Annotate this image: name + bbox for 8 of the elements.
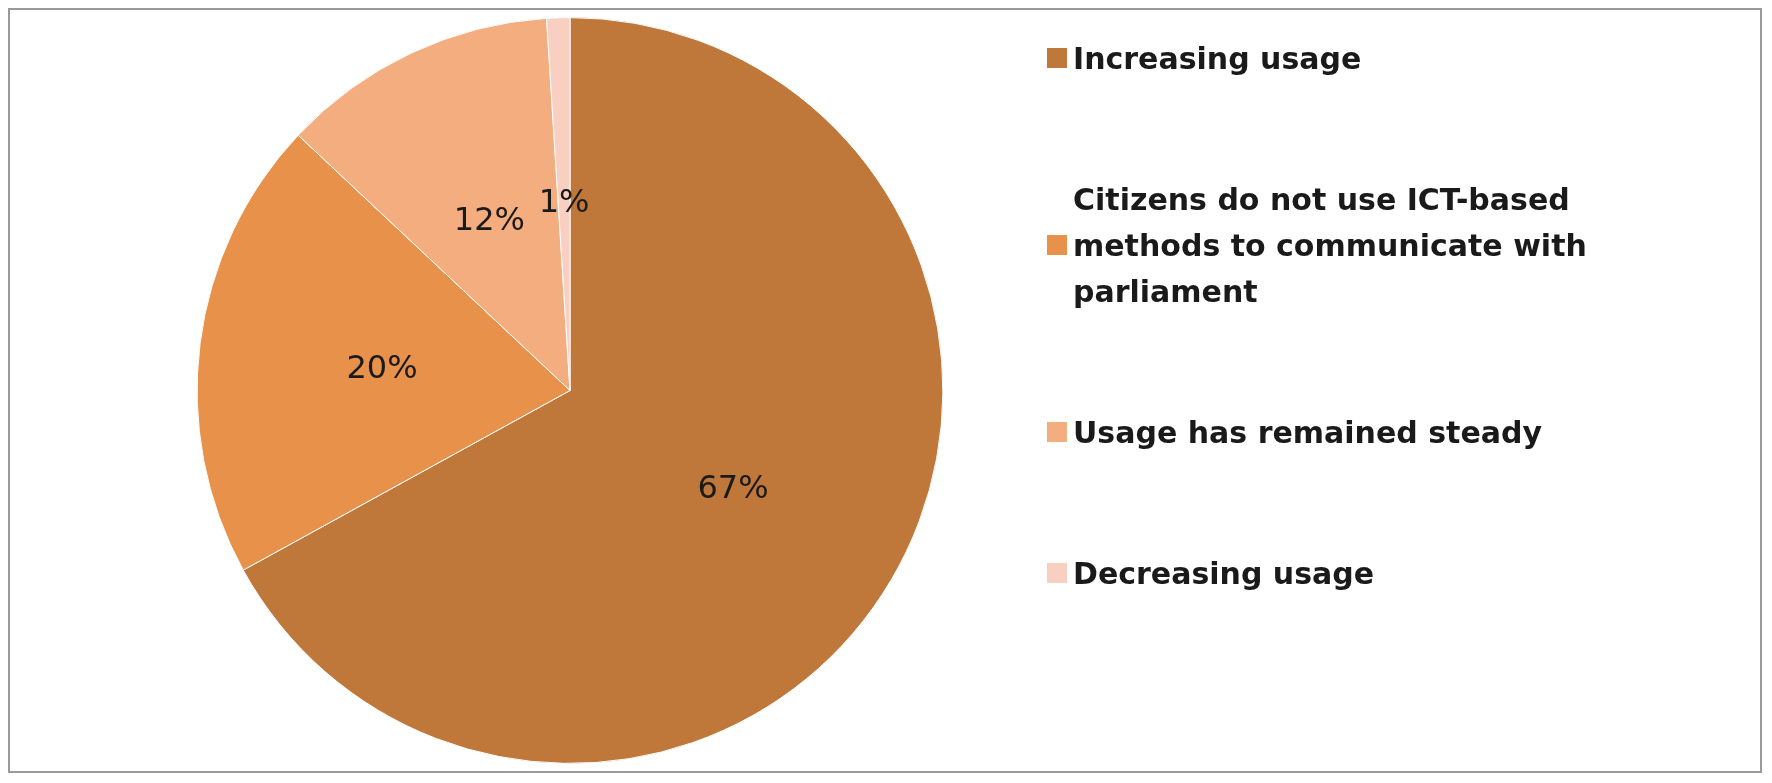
data-label: 67% bbox=[697, 467, 769, 506]
data-label: 20% bbox=[346, 347, 418, 386]
legend-label: Citizens do not use ICT-based methods to communicate with parliament bbox=[1073, 181, 1598, 309]
legend-label: Decreasing usage bbox=[1073, 555, 1375, 591]
data-label: 1% bbox=[538, 182, 590, 221]
data-label: 12% bbox=[453, 200, 525, 239]
legend-label: Usage has remained steady bbox=[1073, 414, 1543, 450]
legend-label: Increasing usage bbox=[1073, 40, 1362, 76]
